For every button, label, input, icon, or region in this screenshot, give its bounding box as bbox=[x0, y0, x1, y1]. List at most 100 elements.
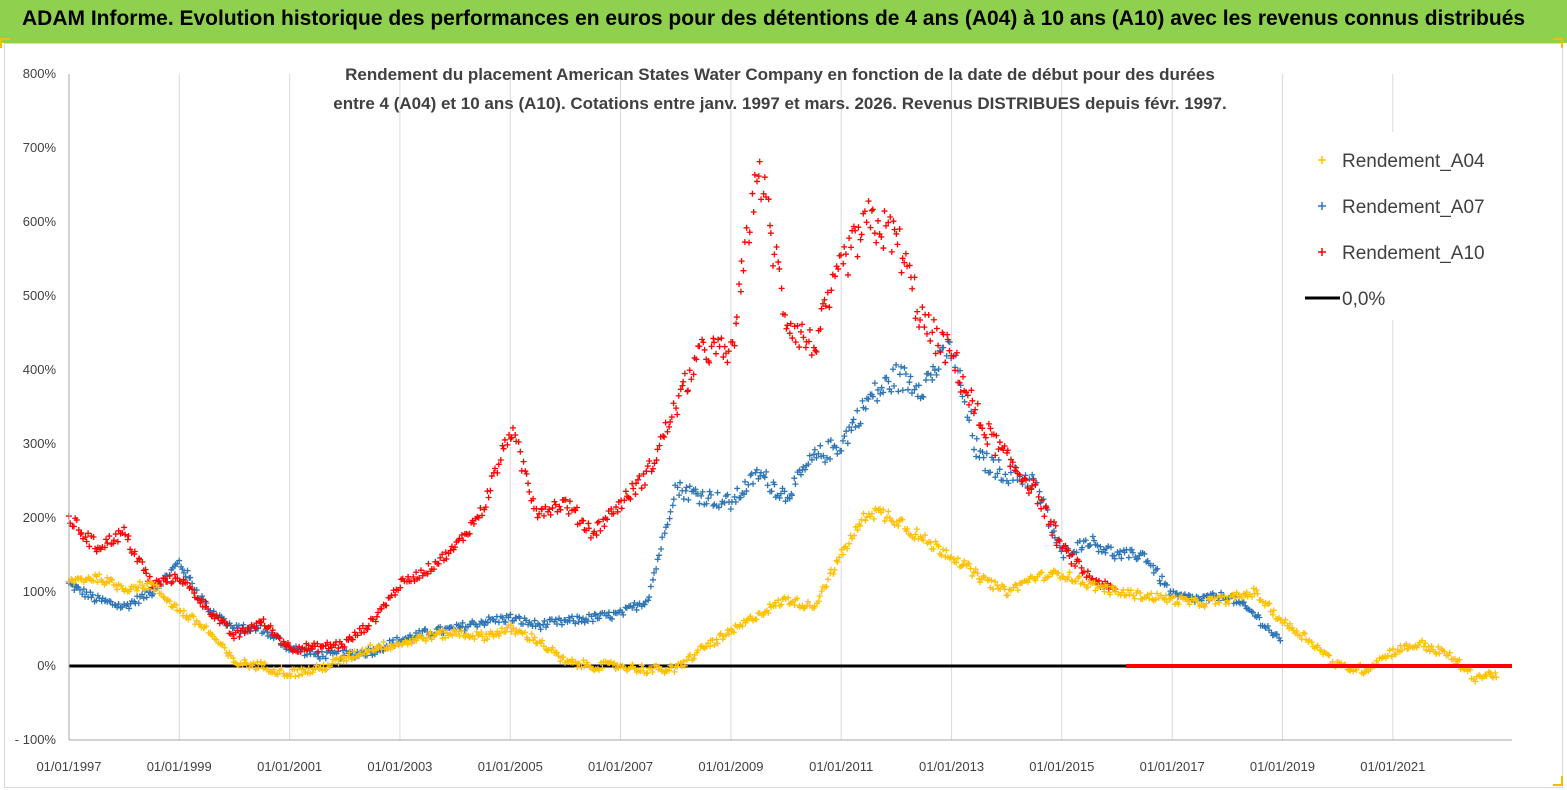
data-point-rendement-a10 bbox=[767, 222, 774, 229]
data-point-rendement-a07 bbox=[608, 616, 615, 623]
data-point-rendement-a10 bbox=[538, 505, 545, 512]
x-tick-label: 01/01/2007 bbox=[588, 759, 653, 774]
data-point-rendement-a04 bbox=[974, 570, 981, 577]
data-point-rendement-a04 bbox=[436, 629, 443, 636]
data-point-rendement-a04 bbox=[1014, 587, 1021, 594]
data-point-rendement-a10 bbox=[916, 323, 923, 330]
data-point-rendement-a10 bbox=[573, 504, 580, 511]
data-point-rendement-a04 bbox=[597, 659, 604, 666]
data-point-rendement-a10 bbox=[322, 642, 329, 649]
data-point-rendement-a10 bbox=[760, 190, 767, 197]
data-point-rendement-a10 bbox=[937, 349, 944, 356]
data-point-rendement-a10 bbox=[1016, 471, 1023, 478]
data-point-rendement-a04 bbox=[484, 636, 491, 643]
data-point-rendement-a07 bbox=[973, 435, 980, 442]
data-point-rendement-a04 bbox=[614, 662, 621, 669]
data-point-rendement-a10 bbox=[554, 508, 561, 515]
data-point-rendement-a04 bbox=[313, 662, 320, 669]
data-point-rendement-a10 bbox=[841, 243, 848, 250]
data-point-rendement-a10 bbox=[977, 421, 984, 428]
data-point-rendement-a04 bbox=[893, 518, 900, 525]
data-point-rendement-a04 bbox=[1162, 592, 1169, 599]
legend-label: Rendement_A07 bbox=[1342, 197, 1485, 218]
data-point-rendement-a10 bbox=[761, 174, 768, 181]
data-point-rendement-a07 bbox=[850, 416, 857, 423]
data-point-rendement-a10 bbox=[674, 411, 681, 418]
data-point-rendement-a04 bbox=[502, 628, 509, 635]
resize-handle-top-left[interactable] bbox=[0, 38, 10, 48]
data-point-rendement-a10 bbox=[901, 259, 908, 266]
data-point-rendement-a07 bbox=[742, 478, 749, 485]
data-point-rendement-a07 bbox=[592, 611, 599, 618]
resize-handle-bottom-right[interactable] bbox=[1553, 776, 1563, 786]
data-point-rendement-a04 bbox=[753, 616, 760, 623]
data-point-rendement-a10 bbox=[656, 442, 663, 449]
data-point-rendement-a04 bbox=[1266, 600, 1273, 607]
data-point-rendement-a04 bbox=[528, 630, 535, 637]
data-point-rendement-a07 bbox=[782, 498, 789, 505]
data-point-rendement-a07 bbox=[1277, 637, 1284, 644]
data-point-rendement-a07 bbox=[743, 488, 750, 495]
data-point-rendement-a10 bbox=[857, 236, 864, 243]
data-point-rendement-a10 bbox=[873, 239, 880, 246]
chart-title-line-2: entre 4 (A04) et 10 ans (A10). Cotations… bbox=[333, 94, 1227, 113]
resize-handle-top-right[interactable] bbox=[1553, 38, 1563, 48]
data-point-rendement-a07 bbox=[646, 594, 653, 601]
data-point-rendement-a04 bbox=[440, 626, 447, 633]
data-point-rendement-a07 bbox=[1117, 548, 1124, 555]
data-point-rendement-a07 bbox=[1276, 635, 1282, 642]
data-point-rendement-a04 bbox=[846, 540, 853, 547]
x-tick-label: 01/01/2009 bbox=[698, 759, 763, 774]
data-point-rendement-a10 bbox=[925, 312, 932, 319]
data-point-rendement-a04 bbox=[1493, 674, 1500, 681]
data-point-rendement-a04 bbox=[960, 561, 967, 568]
data-point-rendement-a10 bbox=[456, 535, 463, 542]
data-point-rendement-a10 bbox=[746, 229, 753, 236]
data-point-rendement-a04 bbox=[451, 627, 458, 634]
data-point-rendement-a10 bbox=[372, 618, 379, 625]
data-point-rendement-a07 bbox=[1156, 577, 1163, 584]
data-point-rendement-a10 bbox=[868, 207, 875, 214]
data-point-rendement-a10 bbox=[688, 376, 695, 383]
data-point-rendement-a10 bbox=[70, 523, 77, 530]
data-point-rendement-a04 bbox=[935, 543, 942, 550]
data-point-rendement-a07 bbox=[933, 371, 940, 378]
data-point-rendement-a07 bbox=[874, 386, 881, 393]
data-point-rendement-a07 bbox=[878, 384, 885, 391]
data-point-rendement-a04 bbox=[1399, 647, 1406, 654]
data-point-rendement-a04 bbox=[868, 510, 875, 517]
data-point-rendement-a07 bbox=[1091, 537, 1098, 544]
data-point-rendement-a10 bbox=[646, 457, 653, 464]
data-point-rendement-a07 bbox=[1134, 555, 1141, 562]
data-point-rendement-a04 bbox=[1238, 594, 1245, 601]
data-point-rendement-a10 bbox=[236, 633, 243, 640]
data-point-rendement-a04 bbox=[183, 612, 190, 619]
report-title: ADAM Informe. Evolution historique des p… bbox=[22, 7, 1526, 30]
data-point-rendement-a04 bbox=[870, 515, 877, 522]
data-point-rendement-a10 bbox=[565, 510, 572, 517]
data-point-rendement-a04 bbox=[823, 583, 830, 590]
data-point-rendement-a07 bbox=[745, 481, 752, 488]
data-point-rendement-a04 bbox=[1265, 601, 1272, 608]
data-point-rendement-a04 bbox=[193, 617, 200, 624]
data-point-rendement-a07 bbox=[619, 609, 626, 616]
data-point-rendement-a04 bbox=[549, 644, 556, 651]
data-point-rendement-a07 bbox=[1107, 544, 1114, 551]
data-point-rendement-a04 bbox=[553, 649, 560, 656]
data-point-rendement-a04 bbox=[408, 640, 415, 647]
data-point-rendement-a07 bbox=[537, 626, 544, 633]
legend-marker bbox=[1318, 156, 1326, 164]
data-point-rendement-a10 bbox=[325, 645, 332, 652]
data-point-rendement-a10 bbox=[808, 352, 815, 359]
data-point-rendement-a07 bbox=[869, 393, 876, 400]
data-point-rendement-a10 bbox=[693, 356, 700, 363]
y-tick-label: 800% bbox=[23, 66, 57, 81]
data-point-rendement-a07 bbox=[88, 594, 95, 601]
data-point-rendement-a04 bbox=[540, 643, 547, 650]
data-point-rendement-a10 bbox=[103, 536, 110, 543]
data-point-rendement-a07 bbox=[750, 480, 757, 487]
data-point-rendement-a04 bbox=[427, 629, 434, 636]
data-point-rendement-a04 bbox=[449, 632, 456, 639]
data-point-rendement-a04 bbox=[1472, 678, 1479, 685]
data-point-rendement-a04 bbox=[1231, 594, 1238, 601]
